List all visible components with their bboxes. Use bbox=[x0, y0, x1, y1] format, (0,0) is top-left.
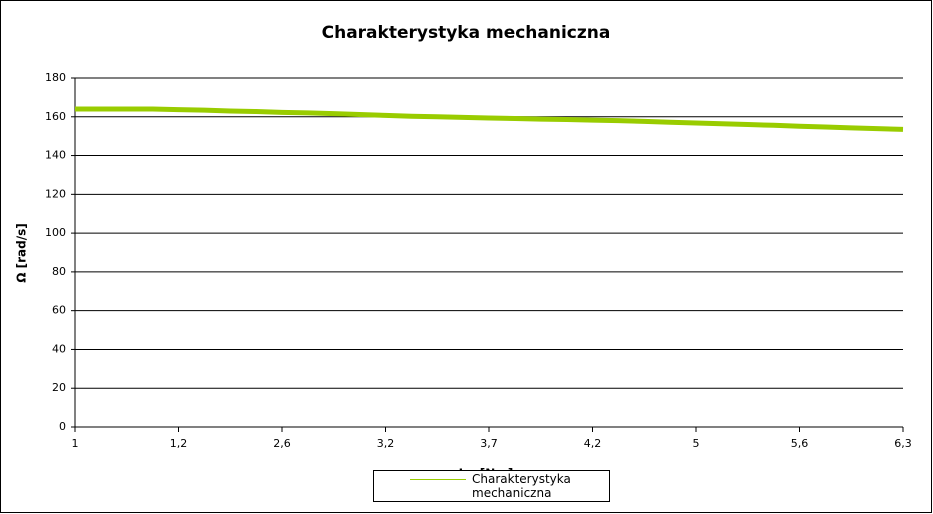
legend: Charakterystyka mechaniczna bbox=[373, 470, 610, 502]
x-tick-label: 3,2 bbox=[377, 437, 395, 450]
x-tick-label: 1 bbox=[72, 437, 79, 450]
y-tick-label: 40 bbox=[52, 342, 66, 355]
y-tick-label: 180 bbox=[45, 71, 66, 84]
x-tick-label: 5 bbox=[693, 437, 700, 450]
y-tick-label: 60 bbox=[52, 304, 66, 317]
legend-swatch bbox=[410, 479, 466, 480]
y-tick-label: 80 bbox=[52, 265, 66, 278]
y-tick-label: 100 bbox=[45, 226, 66, 239]
x-tick-label: 2,6 bbox=[273, 437, 291, 450]
y-tick-label: 20 bbox=[52, 381, 66, 394]
y-tick-label: 160 bbox=[45, 110, 66, 123]
y-axis-label: Ω [rad/s] bbox=[15, 223, 29, 282]
y-tick-label: 140 bbox=[45, 149, 66, 162]
chart-title: Charakterystyka mechaniczna bbox=[322, 23, 611, 43]
x-tick-label: 5,6 bbox=[791, 437, 809, 450]
x-tick-label: 6,3 bbox=[894, 437, 912, 450]
y-tick-label: 120 bbox=[45, 187, 66, 200]
legend-entry: Charakterystyka mechaniczna bbox=[472, 472, 571, 500]
x-tick-label: 1,2 bbox=[170, 437, 188, 450]
x-tick-label: 3,7 bbox=[480, 437, 498, 450]
y-tick-label: 0 bbox=[59, 420, 66, 433]
x-tick-label: 4,2 bbox=[584, 437, 602, 450]
data-line bbox=[75, 106, 904, 132]
